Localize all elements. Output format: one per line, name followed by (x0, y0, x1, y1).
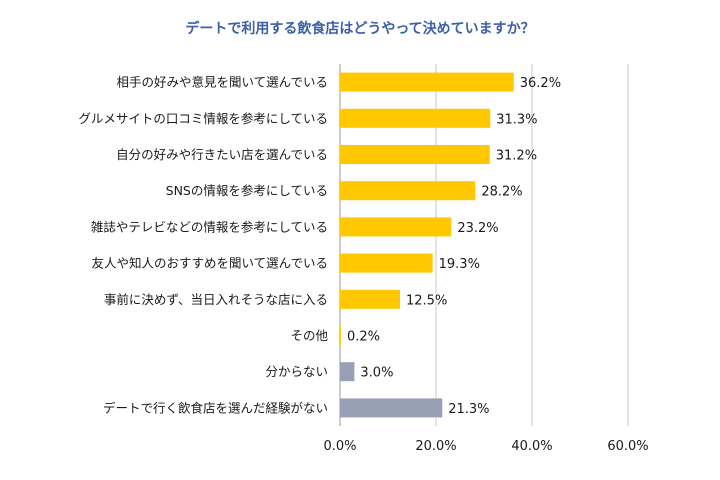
value-label-9: 21.3% (448, 402, 489, 417)
value-label-8: 3.0% (360, 366, 393, 381)
category-label-2: 自分の好みや行きたい店を選んでいる (116, 147, 328, 162)
category-label-6: 事前に決めず、当日入れそうな店に入る (104, 292, 328, 307)
value-label-7: 0.2% (347, 330, 380, 345)
bar-0 (340, 72, 514, 92)
bar-5 (340, 253, 433, 273)
value-label-1: 31.3% (496, 112, 537, 127)
value-label-5: 19.3% (439, 257, 480, 272)
category-label-9: デートで行く飲食店を選んだ経験がない (103, 400, 328, 415)
bar-2 (340, 145, 490, 164)
bar-4 (340, 217, 452, 237)
bar-9 (340, 398, 443, 418)
bar-1 (340, 108, 491, 128)
category-label-7: その他 (290, 328, 328, 343)
category-label-8: 分からない (265, 364, 328, 379)
x-tick-label-0: 0.0% (323, 439, 356, 454)
category-label-5: 友人や知人のおすすめを聞いて選んでいる (91, 256, 328, 271)
value-label-6: 12.5% (406, 293, 447, 308)
bar-6 (340, 289, 400, 309)
category-label-1: グルメサイトの口コミ情報を参考にしている (78, 111, 328, 126)
bar-8 (340, 362, 355, 382)
value-label-2: 31.2% (496, 149, 537, 164)
category-label-4: 雑誌やテレビなどの情報を参考にしている (91, 219, 328, 234)
value-label-0: 36.2% (520, 76, 561, 91)
x-tick-label-3: 60.0% (607, 439, 648, 454)
category-label-3: SNSの情報を参考にしている (166, 183, 328, 198)
bar-3 (340, 181, 476, 201)
x-tick-label-2: 40.0% (511, 439, 552, 454)
x-tick-label-1: 20.0% (415, 439, 456, 454)
value-label-3: 28.2% (481, 185, 522, 200)
category-label-0: 相手の好みや意見を聞いて選んでいる (116, 75, 328, 90)
chart-title: デートで利用する飲食店はどうやって決めていますか？ (185, 21, 535, 37)
value-label-4: 23.2% (457, 221, 498, 236)
bar-7 (340, 326, 341, 345)
